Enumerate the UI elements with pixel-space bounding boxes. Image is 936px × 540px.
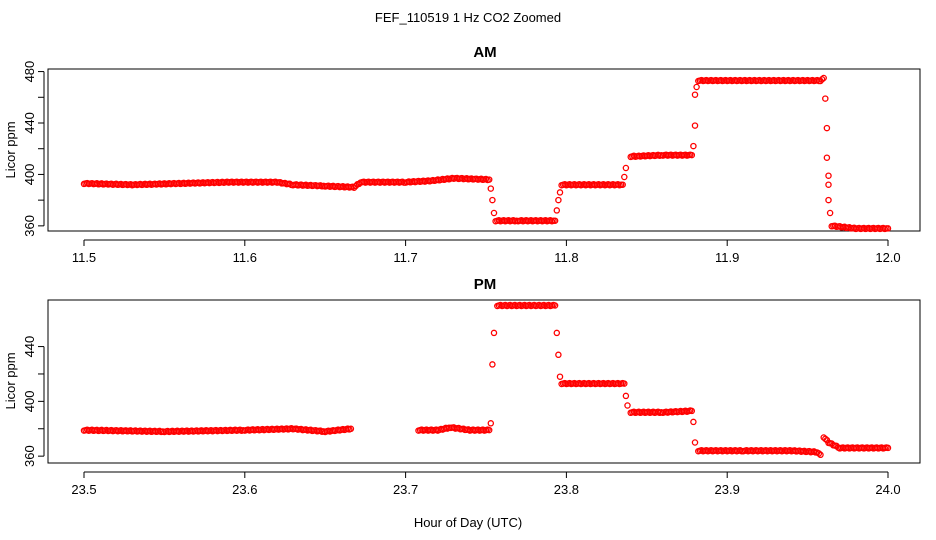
pm-data-point bbox=[624, 402, 631, 409]
am-data-point bbox=[619, 181, 626, 188]
am-x-tick-label: 11.9 bbox=[715, 250, 739, 265]
am-plot-frame bbox=[47, 68, 921, 232]
pm-x-tick-label: 24.0 bbox=[875, 482, 900, 497]
pm-data-point bbox=[487, 420, 495, 427]
am-data-point bbox=[820, 74, 827, 82]
am-data-point bbox=[551, 217, 559, 224]
am-data-point bbox=[555, 196, 562, 204]
am-y-tick-label: 360 bbox=[22, 215, 37, 237]
am-data-point bbox=[485, 176, 493, 183]
pm-x-tick-label: 23.9 bbox=[715, 482, 740, 497]
am-data-point bbox=[621, 173, 628, 181]
am-data-point bbox=[622, 164, 630, 172]
pm-data-point bbox=[817, 451, 824, 459]
am-data-point bbox=[691, 91, 699, 98]
am-y-axis: 360 400 440 480 bbox=[22, 61, 45, 237]
pm-x-axis: 23.5 23.6 23.7 23.8 23.9 24.0 bbox=[71, 471, 901, 497]
am-data-point bbox=[487, 185, 495, 192]
am-data-point bbox=[350, 184, 358, 191]
am-data-point bbox=[556, 189, 564, 196]
pm-plot-frame bbox=[47, 299, 921, 464]
am-data-point bbox=[825, 181, 832, 188]
pm-x-tick-label: 23.7 bbox=[393, 482, 418, 497]
pm-y-tick-label: 360 bbox=[22, 445, 37, 467]
am-data-point bbox=[825, 172, 832, 179]
pm-data-points bbox=[80, 301, 892, 459]
pm-x-tick-label: 23.5 bbox=[71, 482, 96, 497]
pm-y-axis: 360 400 440 bbox=[22, 336, 45, 467]
pm-data-point bbox=[691, 439, 699, 446]
pm-panel: PM 23.5 23.6 23.7 23.8 23.9 24.0 360 400 440 Li… bbox=[3, 276, 921, 497]
am-data-point bbox=[690, 142, 697, 150]
am-y-tick-label: 480 bbox=[22, 61, 37, 83]
am-data-point bbox=[823, 124, 831, 132]
pm-data-point bbox=[621, 380, 628, 387]
pm-data-point bbox=[347, 425, 355, 433]
pm-data-point bbox=[556, 373, 564, 380]
pm-y-axis-label: Licor ppm bbox=[3, 352, 18, 409]
am-data-point bbox=[688, 151, 696, 159]
pm-panel-title: PM bbox=[474, 276, 497, 293]
am-y-tick-label: 440 bbox=[22, 112, 37, 134]
x-axis-label: Hour of Day (UTC) bbox=[414, 515, 522, 530]
am-x-tick-label: 11.6 bbox=[233, 250, 257, 265]
figure-title: FEF_110519 1 Hz CO2 Zoomed bbox=[375, 10, 561, 25]
pm-data-point bbox=[555, 351, 562, 359]
am-x-tick-label: 11.8 bbox=[554, 250, 578, 265]
am-data-point bbox=[691, 122, 699, 129]
pm-data-point bbox=[622, 392, 630, 400]
am-data-point bbox=[884, 225, 892, 232]
am-data-point bbox=[693, 83, 700, 91]
am-x-tick-label: 12.0 bbox=[875, 250, 900, 265]
pm-data-point bbox=[551, 302, 559, 309]
am-data-point bbox=[489, 196, 496, 204]
am-data-points bbox=[80, 74, 892, 233]
pm-data-point bbox=[485, 426, 493, 434]
pm-data-point bbox=[489, 361, 496, 368]
am-data-point bbox=[553, 207, 561, 214]
pm-data-point bbox=[815, 450, 823, 457]
am-data-point bbox=[818, 76, 826, 83]
am-data-point bbox=[825, 196, 832, 204]
pm-data-point bbox=[553, 329, 561, 337]
am-panel: AM 11.5 11.6 11.7 11.8 11.9 12.0 360 400 440 480… bbox=[3, 44, 921, 265]
pm-x-tick-label: 23.6 bbox=[232, 482, 257, 497]
am-panel-title: AM bbox=[473, 44, 496, 61]
am-y-axis-label: Licor ppm bbox=[3, 121, 18, 178]
am-y-tick-label: 400 bbox=[22, 164, 37, 186]
am-x-axis: 11.5 11.6 11.7 11.8 11.9 12.0 bbox=[72, 239, 901, 265]
pm-y-tick-label: 440 bbox=[22, 336, 37, 358]
am-data-point bbox=[826, 209, 834, 217]
am-data-point bbox=[823, 154, 831, 161]
pm-data-point bbox=[688, 407, 696, 415]
am-x-tick-label: 11.5 bbox=[72, 250, 96, 265]
pm-x-tick-label: 23.8 bbox=[554, 482, 579, 497]
am-data-point bbox=[490, 209, 498, 217]
pm-data-point bbox=[884, 444, 892, 452]
am-x-tick-label: 11.7 bbox=[393, 250, 417, 265]
pm-data-point bbox=[690, 418, 697, 426]
pm-data-point bbox=[490, 329, 498, 337]
pm-y-tick-label: 400 bbox=[22, 391, 37, 413]
am-data-point bbox=[822, 95, 829, 102]
pm-data-point bbox=[822, 435, 829, 443]
